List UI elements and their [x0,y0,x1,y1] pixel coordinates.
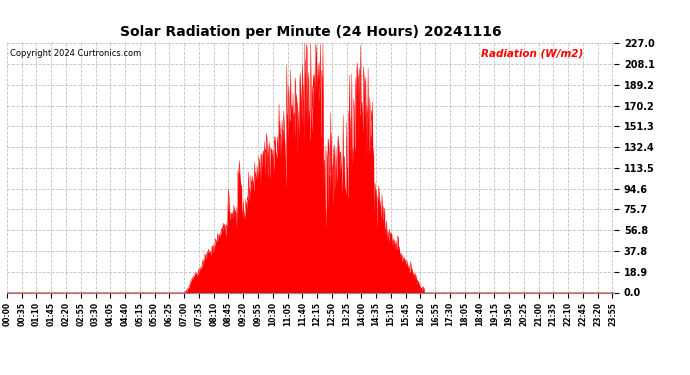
Title: Solar Radiation per Minute (24 Hours) 20241116: Solar Radiation per Minute (24 Hours) 20… [119,25,502,39]
Text: Copyright 2024 Curtronics.com: Copyright 2024 Curtronics.com [10,49,141,58]
Text: Radiation (W/m2): Radiation (W/m2) [480,49,583,59]
